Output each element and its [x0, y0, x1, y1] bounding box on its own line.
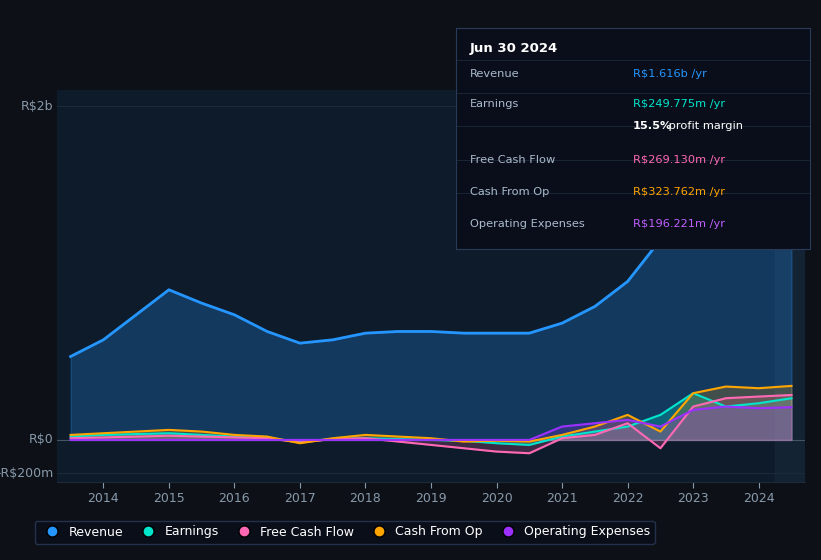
- Text: Operating Expenses: Operating Expenses: [470, 219, 585, 229]
- Text: R$196.221m /yr: R$196.221m /yr: [633, 219, 725, 229]
- Text: R$323.762m /yr: R$323.762m /yr: [633, 186, 725, 197]
- Text: Free Cash Flow: Free Cash Flow: [470, 155, 555, 165]
- Text: Earnings: Earnings: [470, 99, 519, 109]
- Text: 15.5%: 15.5%: [633, 122, 672, 132]
- Text: Revenue: Revenue: [470, 69, 520, 80]
- Text: -R$200m: -R$200m: [0, 466, 53, 480]
- Text: Cash From Op: Cash From Op: [470, 186, 549, 197]
- Bar: [775, 90, 805, 482]
- Text: R$1.616b /yr: R$1.616b /yr: [633, 69, 707, 80]
- Text: R$249.775m /yr: R$249.775m /yr: [633, 99, 725, 109]
- Text: R$2b: R$2b: [21, 100, 53, 113]
- Text: profit margin: profit margin: [665, 122, 743, 132]
- Text: Jun 30 2024: Jun 30 2024: [470, 43, 558, 55]
- Text: R$0: R$0: [29, 433, 53, 446]
- Text: R$269.130m /yr: R$269.130m /yr: [633, 155, 725, 165]
- Legend: Revenue, Earnings, Free Cash Flow, Cash From Op, Operating Expenses: Revenue, Earnings, Free Cash Flow, Cash …: [34, 520, 655, 544]
